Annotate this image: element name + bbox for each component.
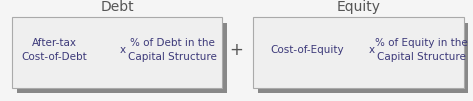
Text: x: x — [368, 45, 374, 55]
Text: % of Debt in the
Capital Structure: % of Debt in the Capital Structure — [128, 38, 217, 62]
Text: % of Equity in the
Capital Structure: % of Equity in the Capital Structure — [375, 38, 467, 62]
Text: +: + — [229, 41, 244, 59]
Text: After-tax
Cost-of-Debt: After-tax Cost-of-Debt — [21, 38, 88, 62]
Text: Cost-of-Equity: Cost-of-Equity — [271, 45, 344, 55]
FancyBboxPatch shape — [17, 23, 227, 93]
FancyBboxPatch shape — [258, 23, 468, 93]
Text: x: x — [120, 45, 126, 55]
FancyBboxPatch shape — [12, 17, 222, 88]
FancyBboxPatch shape — [253, 17, 464, 88]
Text: Debt: Debt — [100, 0, 134, 14]
Text: Equity: Equity — [336, 0, 380, 14]
